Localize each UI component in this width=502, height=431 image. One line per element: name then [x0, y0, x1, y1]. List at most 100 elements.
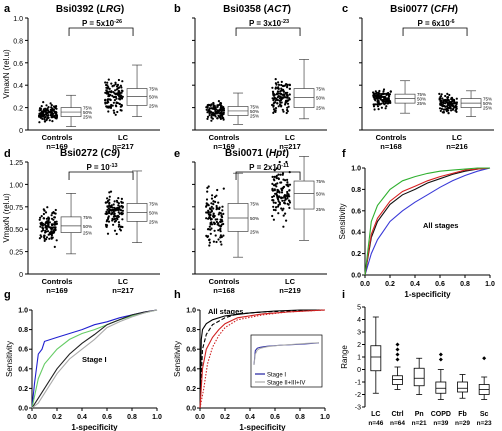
data-point — [287, 194, 290, 197]
data-point — [288, 98, 291, 101]
data-point — [55, 239, 58, 242]
roc-curve-3 — [31, 309, 158, 409]
data-point — [44, 110, 47, 113]
data-point — [450, 102, 454, 105]
data-point — [117, 221, 120, 224]
y-tick-label: 0.2 — [13, 106, 23, 113]
group-lc: 75% 50% 25% LCn=217 — [104, 64, 158, 151]
data-point — [55, 112, 58, 115]
data-point — [114, 95, 118, 99]
data-point — [117, 93, 121, 96]
group-label: LC — [285, 133, 296, 142]
y-tick-label: 2 — [357, 342, 361, 349]
data-point — [282, 207, 285, 210]
data-point — [273, 175, 276, 178]
data-point — [105, 210, 108, 213]
y-axis-label: Sensitivity — [5, 341, 14, 377]
group-n-label: n=168 — [380, 142, 401, 151]
data-point — [205, 211, 208, 214]
panel-letter-c: c — [342, 3, 348, 15]
group-n-label: n=169 — [213, 142, 234, 151]
data-point — [288, 87, 291, 90]
data-point — [104, 101, 107, 104]
panel-letter-b: b — [174, 3, 181, 15]
x-tick-label: 0.4 — [245, 414, 255, 421]
data-point — [219, 225, 222, 228]
data-point — [39, 216, 42, 219]
data-point — [212, 200, 215, 203]
data-point — [280, 101, 283, 104]
data-point — [44, 211, 48, 214]
data-point — [51, 212, 54, 215]
p-value-base: P = 10 — [86, 163, 110, 172]
data-point — [113, 111, 116, 114]
data-point — [284, 194, 287, 197]
data-point — [284, 212, 287, 215]
box-label: 25% — [250, 113, 259, 118]
data-point — [106, 84, 109, 87]
data-point — [220, 214, 223, 217]
data-point — [282, 225, 285, 228]
box-label: 75% — [83, 215, 92, 220]
y-tick-label: 0.0 — [186, 406, 196, 413]
box-label: 50% — [149, 210, 158, 215]
data-point — [214, 234, 217, 237]
x-tick-label: 1.0 — [485, 281, 495, 288]
box-group-sc: Sc n=23 — [477, 356, 492, 427]
data-point — [286, 110, 289, 113]
data-point — [444, 105, 447, 108]
data-point — [387, 101, 390, 104]
box-iqr — [60, 216, 82, 233]
data-point — [389, 90, 392, 93]
data-point — [286, 83, 289, 86]
box-label: 75% — [250, 104, 259, 109]
data-point — [108, 202, 111, 205]
data-point — [54, 226, 57, 229]
data-point — [276, 87, 279, 90]
group-lc: 75% 50% 25% LCn=217 — [104, 170, 158, 295]
data-point — [208, 207, 212, 210]
group-n-label: n=216 — [446, 142, 467, 151]
group-label: LC — [371, 411, 380, 418]
data-point — [382, 92, 385, 95]
box-label: 25% — [149, 103, 158, 108]
data-point — [283, 84, 286, 87]
group-n-label: n=217 — [112, 142, 133, 151]
data-point — [114, 83, 117, 86]
data-point — [384, 96, 387, 99]
data-point — [384, 107, 387, 110]
data-point — [212, 240, 215, 243]
group-label: LC — [452, 133, 463, 142]
data-point — [440, 99, 443, 102]
data-point — [112, 91, 115, 94]
data-point — [286, 102, 290, 105]
panel-title: Bsi0358 (ACT) — [223, 4, 291, 15]
roc-curve-1 — [199, 309, 326, 409]
data-point — [439, 95, 443, 98]
data-point — [207, 213, 210, 216]
y-tick-label: 0.2 — [186, 386, 196, 393]
group-lc: 75%50%25% LCn=216 — [438, 90, 492, 151]
group-n-label: n=23 — [477, 420, 492, 427]
box-group-lc: LC n=46 — [368, 316, 384, 427]
panel-letter-e: e — [174, 148, 180, 160]
data-point — [216, 188, 219, 192]
p-value-base: P = 6x10 — [418, 19, 451, 28]
data-point — [382, 90, 385, 93]
data-point — [220, 243, 223, 246]
y-tick-label: 0.2 — [18, 386, 28, 393]
data-point — [121, 212, 124, 215]
x-axis-label: 1-specificity — [404, 290, 451, 299]
data-point — [278, 103, 282, 106]
data-point — [282, 93, 285, 96]
x-axis-label: 1-specificity — [239, 423, 286, 431]
data-point — [212, 106, 215, 109]
p-value-exponent: -26 — [114, 19, 122, 25]
data-point — [284, 179, 287, 182]
data-point — [280, 89, 283, 92]
data-point — [277, 198, 280, 201]
outlier-point — [395, 347, 400, 352]
data-point — [271, 199, 274, 202]
x-tick-label: 0.6 — [270, 414, 280, 421]
